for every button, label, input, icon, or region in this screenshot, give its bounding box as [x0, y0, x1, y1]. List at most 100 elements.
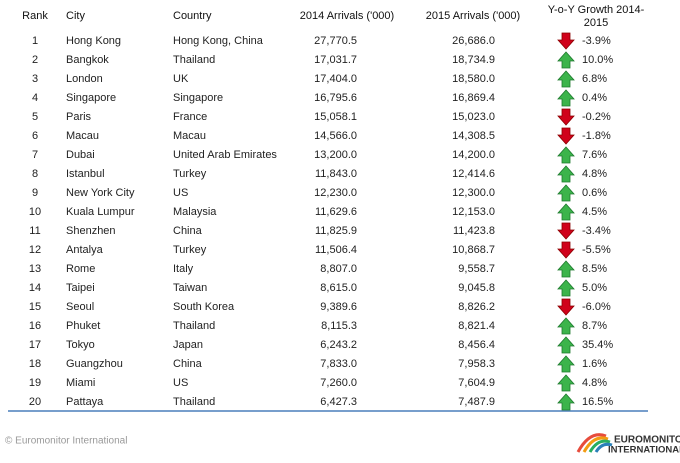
- cell: Taiwan: [173, 282, 207, 294]
- arrow-up: [557, 89, 575, 107]
- cell: Dubai: [66, 149, 95, 161]
- column-header-line: Y-o-Y Growth 2014-: [548, 4, 645, 16]
- cell: Guangzhou: [66, 358, 123, 370]
- cell: 8.7%: [582, 320, 607, 332]
- cell: US: [173, 377, 188, 389]
- cell: 16,869.4: [452, 92, 495, 104]
- arrow-up: [557, 393, 575, 411]
- cell: 6,427.3: [320, 396, 357, 408]
- cell: New York City: [66, 187, 135, 199]
- arrow-down: [557, 127, 575, 145]
- arrow-up: [557, 279, 575, 297]
- cell: Phuket: [66, 320, 100, 332]
- cell: China: [173, 225, 203, 237]
- cell: France: [173, 111, 207, 123]
- arrow-up: [557, 203, 575, 221]
- cell: 8.5%: [582, 263, 607, 275]
- cell: 0.6%: [582, 187, 607, 199]
- arrow-down: [557, 298, 575, 316]
- cell: Pattaya: [66, 396, 104, 408]
- cell: Malaysia: [173, 206, 217, 218]
- cell: 16: [29, 320, 41, 332]
- cell: 10: [29, 206, 41, 218]
- cell: 1.6%: [582, 358, 607, 370]
- cell: Seoul: [66, 301, 94, 313]
- cell: Kuala Lumpur: [66, 206, 135, 218]
- cell: 12,414.6: [452, 168, 495, 180]
- cell: 8: [32, 168, 38, 180]
- cell: 27,770.5: [314, 35, 357, 47]
- cell: Turkey: [173, 168, 207, 180]
- cell: Singapore: [66, 92, 116, 104]
- column-header: Country: [173, 10, 212, 22]
- cell: 13: [29, 263, 41, 275]
- cell: 17: [29, 339, 41, 351]
- cell: 6.8%: [582, 73, 607, 85]
- cell: 8,115.3: [321, 320, 357, 332]
- cell: 18: [29, 358, 41, 370]
- cell: 35.4%: [582, 339, 613, 351]
- cell: 5: [32, 111, 38, 123]
- logo: EUROMONITOR INTERNATIONAL: [576, 433, 680, 456]
- cell: Rome: [66, 263, 95, 275]
- cell: 4.5%: [582, 206, 607, 218]
- cell: 14,308.5: [452, 130, 495, 142]
- cell: -3.4%: [582, 225, 611, 237]
- cell: 4: [32, 92, 38, 104]
- cell: 11,843.0: [315, 168, 357, 180]
- cell: 5.0%: [582, 282, 607, 294]
- cell: 18,580.0: [452, 73, 495, 85]
- cell: 20: [29, 396, 41, 408]
- cell: Macau: [173, 130, 206, 142]
- cell: 14,200.0: [452, 149, 495, 161]
- cell: Turkey: [173, 244, 207, 256]
- cell: UK: [173, 73, 189, 85]
- cell: Japan: [173, 339, 203, 351]
- cell: 9,389.6: [320, 301, 357, 313]
- cell: -3.9%: [582, 35, 611, 47]
- cell: 8,456.4: [458, 339, 495, 351]
- cell: 3: [32, 73, 38, 85]
- cell: 7,604.9: [458, 377, 495, 389]
- cell: 8,826.2: [458, 301, 495, 313]
- cell: -0.2%: [582, 111, 611, 123]
- cell: Thailand: [173, 54, 215, 66]
- arrow-up: [557, 260, 575, 278]
- cell: 6,243.2: [320, 339, 357, 351]
- cell: Miami: [66, 377, 95, 389]
- column-header: Y-o-Y Growth 2014-2015: [548, 4, 645, 29]
- cell: 18,734.9: [452, 54, 495, 66]
- logo-text: INTERNATIONAL: [608, 445, 680, 456]
- arrow-up: [557, 184, 575, 202]
- cell: 12,300.0: [452, 187, 495, 199]
- cell: 11,825.9: [315, 225, 357, 237]
- cell: Antalya: [66, 244, 104, 256]
- cell: Hong Kong: [66, 35, 121, 47]
- cell: United Arab Emirates: [173, 149, 277, 161]
- cell: 1: [32, 35, 38, 47]
- cell: 7,958.3: [458, 358, 495, 370]
- cell: 11: [29, 225, 40, 237]
- cell: 17,031.7: [314, 54, 357, 66]
- cell: 9,558.7: [458, 263, 495, 275]
- cell: 10,868.7: [452, 244, 495, 256]
- cell: 14: [29, 282, 41, 294]
- arrow-up: [557, 355, 575, 373]
- cell: 2: [32, 54, 38, 66]
- cell: 11,629.6: [315, 206, 357, 218]
- arrow-up: [557, 165, 575, 183]
- cell: London: [66, 73, 103, 85]
- cell: 7,833.0: [320, 358, 357, 370]
- cell: 26,686.0: [452, 35, 495, 47]
- cell: 15,058.1: [314, 111, 357, 123]
- logo-text: EUROMONITOR: [614, 435, 680, 446]
- cell: 15,023.0: [452, 111, 495, 123]
- arrow-down: [557, 241, 575, 259]
- arrow-up: [557, 336, 575, 354]
- cell: 8,821.4: [458, 320, 495, 332]
- cell: -6.0%: [582, 301, 611, 313]
- cell: Singapore: [173, 92, 223, 104]
- column-header: City: [66, 10, 85, 22]
- cell: 7.6%: [582, 149, 607, 161]
